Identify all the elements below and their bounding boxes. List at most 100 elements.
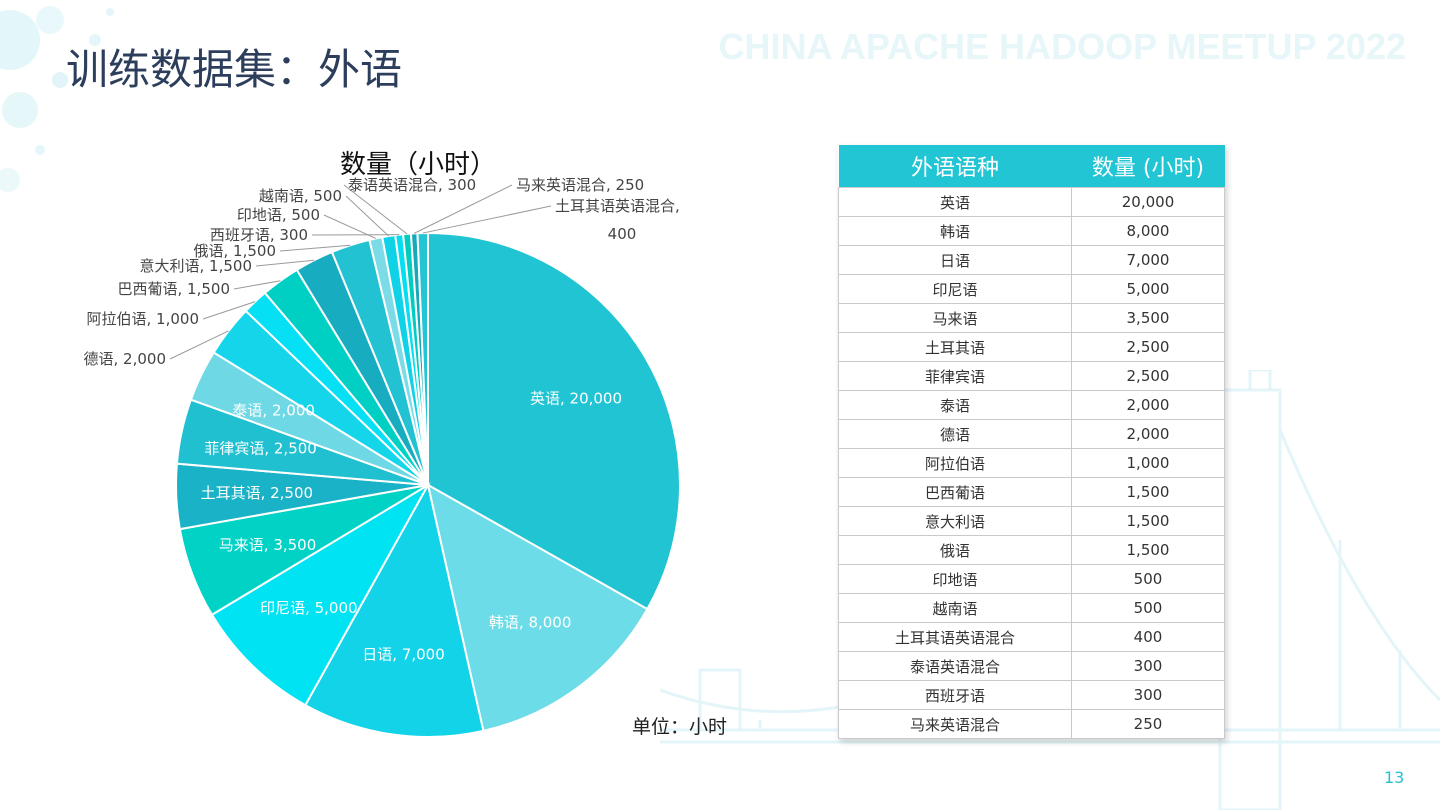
cell-hours: 5,000 [1071, 274, 1225, 304]
leader-line [413, 184, 513, 234]
slice-label: 印尼语, 5,000 [260, 599, 357, 617]
table-row: 越南语 500 [838, 593, 1225, 623]
pie-chart: 英语, 20,000 韩语, 8,000 日语, 7,000 印尼语, 5,000 马来… [84, 176, 681, 738]
ink-splash-decoration [0, 6, 114, 192]
cell-language: 俄语 [838, 535, 1072, 565]
table-row: 泰语 2,000 [838, 390, 1225, 420]
cell-language: 意大利语 [838, 506, 1072, 536]
cell-hours: 3,500 [1071, 303, 1225, 333]
pie-slice [427, 231, 681, 611]
cell-language: 德语 [838, 419, 1072, 449]
table-row: 俄语 1,500 [838, 535, 1225, 565]
cell-language: 印地语 [838, 564, 1072, 594]
header-hours: 数量 (小时) [1071, 145, 1225, 188]
cell-language: 越南语 [838, 593, 1072, 623]
slice-label: 马来英语混合, 250 [516, 176, 644, 194]
table-row: 巴西葡语 1,500 [838, 477, 1225, 507]
chart-title: 数量（小时） [340, 150, 497, 180]
slice-label: 马来语, 3,500 [219, 536, 316, 554]
slice-label: 日语, 7,000 [362, 646, 444, 664]
cell-hours: 500 [1071, 593, 1225, 623]
cell-language: 土耳其语英语混合 [838, 622, 1072, 652]
pie-slice [416, 231, 429, 486]
leader-line [202, 301, 256, 320]
cell-hours: 250 [1071, 709, 1225, 739]
slice-label: 泰语英语混合, 300 [348, 176, 476, 194]
cell-hours: 20,000 [1071, 187, 1225, 217]
table-row: 德语 2,000 [838, 419, 1225, 449]
leader-line [422, 205, 552, 234]
table-row: 马来英语混合 250 [838, 709, 1225, 739]
slice-label: 英语, 20,000 [530, 390, 622, 408]
leader-line [343, 184, 408, 235]
cell-hours: 8,000 [1071, 216, 1225, 246]
cell-language: 西班牙语 [838, 680, 1072, 710]
cell-language: 阿拉伯语 [838, 448, 1072, 478]
cell-hours: 1,500 [1071, 535, 1225, 565]
table-header-row: 外语语种 数量 (小时) [838, 145, 1225, 188]
slice-label: 菲律宾语, 2,500 [204, 439, 316, 457]
pie-slice [426, 483, 649, 733]
pie-slice [210, 482, 431, 707]
slice-label: 意大利语, 1,500 [140, 257, 252, 275]
table-row: 英语 20,000 [838, 187, 1225, 217]
cell-hours: 300 [1071, 680, 1225, 710]
cell-language: 巴西葡语 [838, 477, 1072, 507]
slice-label: 巴西葡语, 1,500 [118, 280, 230, 298]
cell-language: 印尼语 [838, 274, 1072, 304]
table-row: 西班牙语 300 [838, 680, 1225, 710]
table-row: 韩语 8,000 [838, 216, 1225, 246]
table-row: 印地语 500 [838, 564, 1225, 594]
cell-hours: 300 [1071, 651, 1225, 681]
page-number: 13 [1384, 768, 1405, 787]
unit-note: 单位：小时 [632, 716, 728, 738]
cell-hours: 7,000 [1071, 245, 1225, 275]
table-row: 日语 7,000 [838, 245, 1225, 275]
leader-line [255, 259, 315, 267]
cell-language: 马来英语混合 [838, 709, 1072, 739]
slice-label: 土耳其语英语混合, 400 [555, 197, 680, 243]
cell-language: 马来语 [838, 303, 1072, 333]
table-row: 菲律宾语 2,500 [838, 361, 1225, 391]
cell-language: 泰语英语混合 [838, 651, 1072, 681]
slice-label: 阿拉伯语, 1,000 [87, 310, 199, 328]
header-language: 外语语种 [838, 145, 1072, 188]
slice-label: 俄语, 1,500 [194, 242, 276, 260]
event-watermark: CHINA APACHE HADOOP MEETUP 2022 [718, 26, 1406, 67]
cell-hours: 2,500 [1071, 332, 1225, 362]
table-row: 印尼语 5,000 [838, 274, 1225, 304]
cell-hours: 1,500 [1071, 506, 1225, 536]
table-row: 土耳其语 2,500 [838, 332, 1225, 362]
leader-line [169, 330, 229, 360]
cell-hours: 500 [1071, 564, 1225, 594]
leader-line [279, 244, 351, 252]
cell-hours: 1,500 [1071, 477, 1225, 507]
cell-hours: 1,000 [1071, 448, 1225, 478]
pie-slice [303, 482, 485, 738]
table-row: 土耳其语英语混合 400 [838, 622, 1225, 652]
cell-hours: 2,000 [1071, 419, 1225, 449]
leader-line [345, 195, 390, 237]
slice-label: 德语, 2,000 [84, 350, 166, 368]
cell-language: 菲律宾语 [838, 361, 1072, 391]
cell-hours: 400 [1071, 622, 1225, 652]
cell-language: 英语 [838, 187, 1072, 217]
language-hours-table: 外语语种 数量 (小时) 英语 20,000 韩语 8,000 日语 7,000 印尼语 5,… [838, 145, 1225, 739]
leader-line [233, 280, 281, 290]
cell-language: 日语 [838, 245, 1072, 275]
slice-label: 越南语, 500 [259, 187, 342, 205]
table-row: 马来语 3,500 [838, 303, 1225, 333]
table-row: 泰语英语混合 300 [838, 651, 1225, 681]
table-row: 阿拉伯语 1,000 [838, 448, 1225, 478]
table-row: 意大利语 1,500 [838, 506, 1225, 536]
slice-label: 西班牙语, 300 [210, 226, 308, 244]
cell-language: 韩语 [838, 216, 1072, 246]
cell-language: 土耳其语 [838, 332, 1072, 362]
slice-label: 土耳其语, 2,500 [201, 484, 313, 502]
cell-language: 泰语 [838, 390, 1072, 420]
cell-hours: 2,000 [1071, 390, 1225, 420]
cell-hours: 2,500 [1071, 361, 1225, 391]
slice-label: 印地语, 500 [237, 206, 320, 224]
page-title: 训练数据集：外语 [66, 45, 403, 94]
slice-label: 韩语, 8,000 [489, 614, 571, 632]
